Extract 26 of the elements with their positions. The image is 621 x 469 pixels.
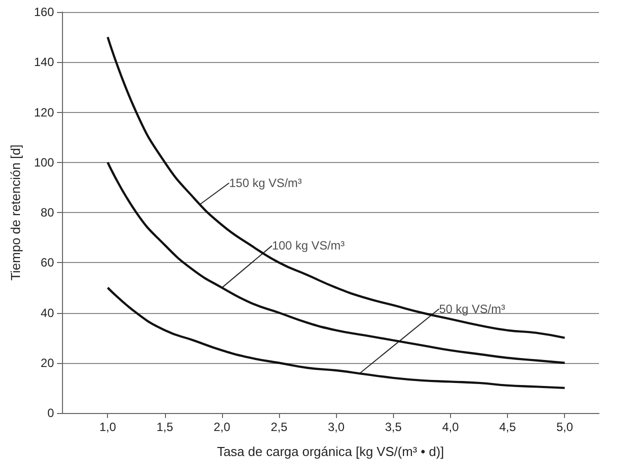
annotation: 100 kg VS/m³ (272, 238, 345, 253)
x-tick-label: 4,0 (442, 420, 460, 434)
x-tick-label: 3,0 (328, 420, 345, 434)
y-tick-label: 20 (40, 356, 54, 370)
line-series (106, 161, 566, 364)
annotation: 50 kg VS/m³ (439, 302, 506, 316)
x-tick-label: 5,0 (556, 420, 574, 434)
annotation: 150 kg VS/m³ (229, 176, 302, 190)
y-tick-label: 40 (40, 306, 54, 320)
line-series (106, 286, 566, 390)
y-tick-label: 160 (34, 5, 54, 19)
y-tick-label: 0 (47, 406, 54, 420)
y-tick-label: 60 (40, 256, 54, 270)
y-tick-label: 80 (40, 206, 54, 220)
x-tick-label: 4,5 (499, 420, 516, 434)
y-tick-label: 120 (34, 105, 54, 120)
line-series (106, 36, 566, 339)
x-tick-label: 1,0 (99, 420, 116, 434)
y-tick-label: 140 (34, 55, 54, 70)
x-axis-title: Tasa de carga orgánica [kg VS/(m³ • d)] (216, 444, 444, 459)
y-tick-label: 100 (34, 155, 54, 170)
y-axis-title: Tiempo de retención [d] (8, 144, 23, 281)
x-tick-label: 1,5 (156, 420, 174, 434)
x-tick-label: 2,5 (270, 420, 288, 434)
x-tick-label: 2,0 (214, 420, 231, 434)
x-tick-label: 3,5 (384, 420, 402, 434)
